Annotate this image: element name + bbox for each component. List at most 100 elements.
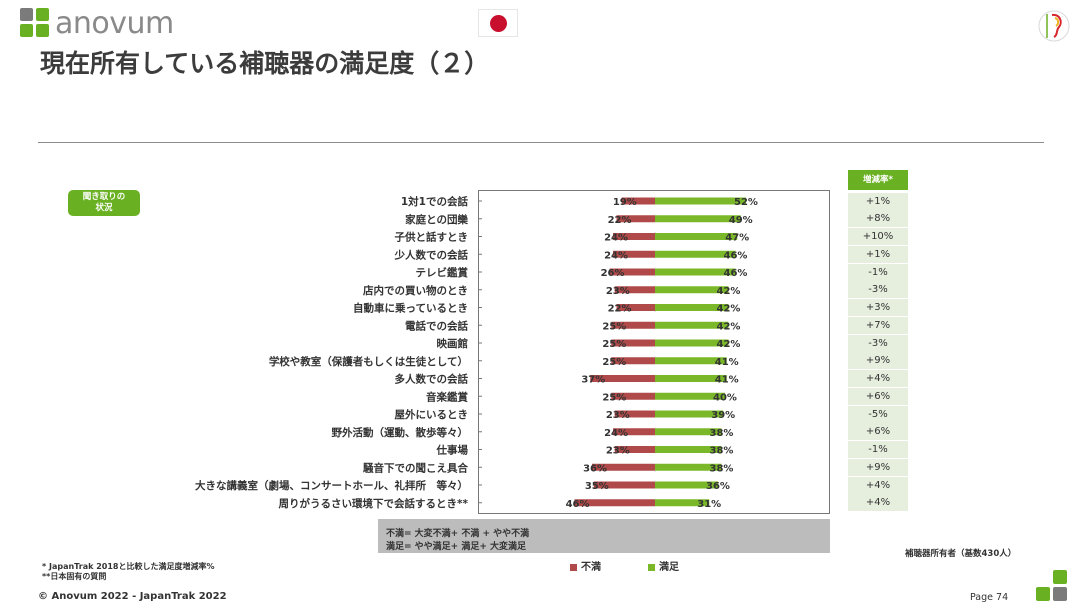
increase-rate-cell: +10% (848, 228, 908, 245)
bar-dissatisfied (609, 268, 655, 276)
category-label: 少人数での会話 (394, 248, 469, 261)
category-label: テレビ鑑賞 (416, 266, 469, 279)
value-label-dissatisfied: 46% (566, 499, 590, 510)
increase-rate-header: 増減率* (848, 170, 908, 190)
increase-rate-cell: +7% (848, 316, 908, 334)
increase-rate-cell: -3% (848, 281, 908, 299)
bar-satisfied (655, 499, 710, 507)
value-label-dissatisfied: 24% (604, 233, 628, 244)
increase-rate-cell: +9% (848, 458, 908, 476)
bar-satisfied (655, 286, 729, 294)
base-note: 補聴器所有者（基数430人） (905, 549, 1017, 559)
bar-satisfied (655, 410, 724, 418)
situation-badge-line1: 聞き取りの (82, 192, 126, 202)
increase-rate-cell: +4% (848, 494, 908, 512)
definition-dissatisfied: 不満= 大変不満+ 不満 + やや不満 (386, 529, 530, 539)
situation-badge: 聞き取りの 状況 (68, 190, 140, 216)
legend-item-dissatisfied: 不満 (570, 558, 601, 573)
bar-satisfied (655, 250, 736, 258)
value-label-dissatisfied: 24% (604, 250, 628, 261)
increase-rate-cell: +3% (848, 299, 908, 316)
value-label-dissatisfied: 22% (608, 215, 632, 226)
increase-rate-cell: +8% (848, 210, 908, 228)
bar-satisfied (655, 233, 738, 240)
category-label: 多人数での会話 (395, 373, 469, 386)
value-label-satisfied: 42% (717, 304, 741, 315)
value-label-dissatisfied: 22% (608, 304, 632, 315)
category-label: 周りがうるさい環境下で会話するとき** (279, 497, 469, 510)
bar-dissatisfied (616, 304, 655, 311)
bar-dissatisfied (590, 375, 655, 382)
increase-rate-cell: -3% (848, 334, 908, 352)
category-label: 電話での会話 (405, 319, 468, 332)
value-label-satisfied: 42% (717, 286, 741, 297)
value-label-dissatisfied: 36% (583, 463, 607, 474)
bar-dissatisfied (592, 463, 655, 471)
value-label-dissatisfied: 25% (602, 392, 626, 403)
footnote-japan-specific: **日本固有の質問 (42, 572, 107, 581)
bar-dissatisfied (574, 499, 655, 507)
bar-satisfied (655, 268, 736, 276)
bar-dissatisfied (614, 446, 655, 453)
value-label-satisfied: 38% (710, 428, 734, 439)
category-label: 騒音下での聞こえ具合 (362, 461, 468, 474)
bar-dissatisfied (611, 321, 655, 329)
bar-dissatisfied (611, 339, 655, 347)
category-label: 子供と話すとき (395, 231, 469, 244)
value-label-satisfied: 46% (724, 268, 748, 279)
value-label-satisfied: 52% (734, 197, 758, 208)
increase-rate-cell: +1% (848, 192, 908, 210)
value-label-satisfied: 49% (729, 215, 753, 226)
copyright-footer: © Anovum 2022 - JapanTrak 2022 (38, 591, 227, 602)
bar-satisfied (655, 375, 727, 382)
bar-dissatisfied (621, 197, 655, 205)
value-label-dissatisfied: 25% (602, 357, 626, 368)
bar-satisfied (655, 197, 746, 205)
increase-rate-cell: +4% (848, 476, 908, 494)
value-label-satisfied: 38% (710, 446, 734, 457)
value-label-satisfied: 36% (706, 481, 730, 492)
value-label-dissatisfied: 23% (606, 446, 630, 457)
value-label-satisfied: 38% (710, 463, 734, 474)
increase-rate-cell: -1% (848, 441, 908, 458)
value-label-satisfied: 41% (715, 375, 739, 386)
value-label-satisfied: 42% (717, 339, 741, 350)
bar-dissatisfied (611, 392, 655, 400)
increase-rate-cell: +6% (848, 387, 908, 405)
category-label: 学校や教室（保護者もしくは生徒として） (269, 355, 468, 368)
increase-rate-cell: -1% (848, 263, 908, 281)
value-label-satisfied: 31% (697, 499, 721, 510)
value-label-satisfied: 47% (725, 233, 749, 244)
legend-swatch-dissatisfied (570, 563, 577, 571)
bar-satisfied (655, 428, 722, 436)
bar-satisfied (655, 463, 722, 471)
definitions-box: 不満= 大変不満+ 不満 + やや不満 満足= やや満足+ 満足+ 大変満足 (378, 519, 830, 553)
definition-satisfied: 満足= やや満足+ 満足+ 大変満足 (386, 542, 527, 552)
value-label-satisfied: 46% (724, 250, 748, 261)
legend-swatch-satisfied (648, 563, 655, 571)
category-label: 音楽鑑賞 (426, 390, 468, 403)
bar-dissatisfied (593, 481, 655, 489)
legend-label-satisfied: 満足 (659, 562, 679, 573)
category-label: 屋外にいるとき (395, 408, 469, 421)
value-label-dissatisfied: 23% (606, 410, 630, 421)
category-label: 映画館 (437, 337, 469, 350)
footnote-increase-rate: * JapanTrak 2018と比較した満足度増減率% (42, 562, 215, 571)
anovum-logo-text: anovum (55, 6, 174, 41)
bar-satisfied (655, 304, 729, 311)
increase-rate-cell: +9% (848, 352, 908, 370)
anovum-logo-squares-icon (20, 8, 49, 37)
bar-dissatisfied (613, 233, 655, 240)
category-label: 大きな講義室（劇場、コンサートホール、礼拝所 等々） (195, 479, 468, 492)
bar-dissatisfied (613, 428, 655, 436)
bar-dissatisfied (614, 410, 655, 418)
bar-satisfied (655, 215, 741, 223)
value-label-dissatisfied: 25% (602, 339, 626, 350)
bar-satisfied (655, 357, 727, 365)
anovum-corner-squares-icon (1036, 570, 1067, 601)
value-label-dissatisfied: 26% (601, 268, 625, 279)
value-label-dissatisfied: 35% (585, 481, 609, 492)
bar-dissatisfied (614, 286, 655, 294)
bar-satisfied (655, 446, 722, 453)
